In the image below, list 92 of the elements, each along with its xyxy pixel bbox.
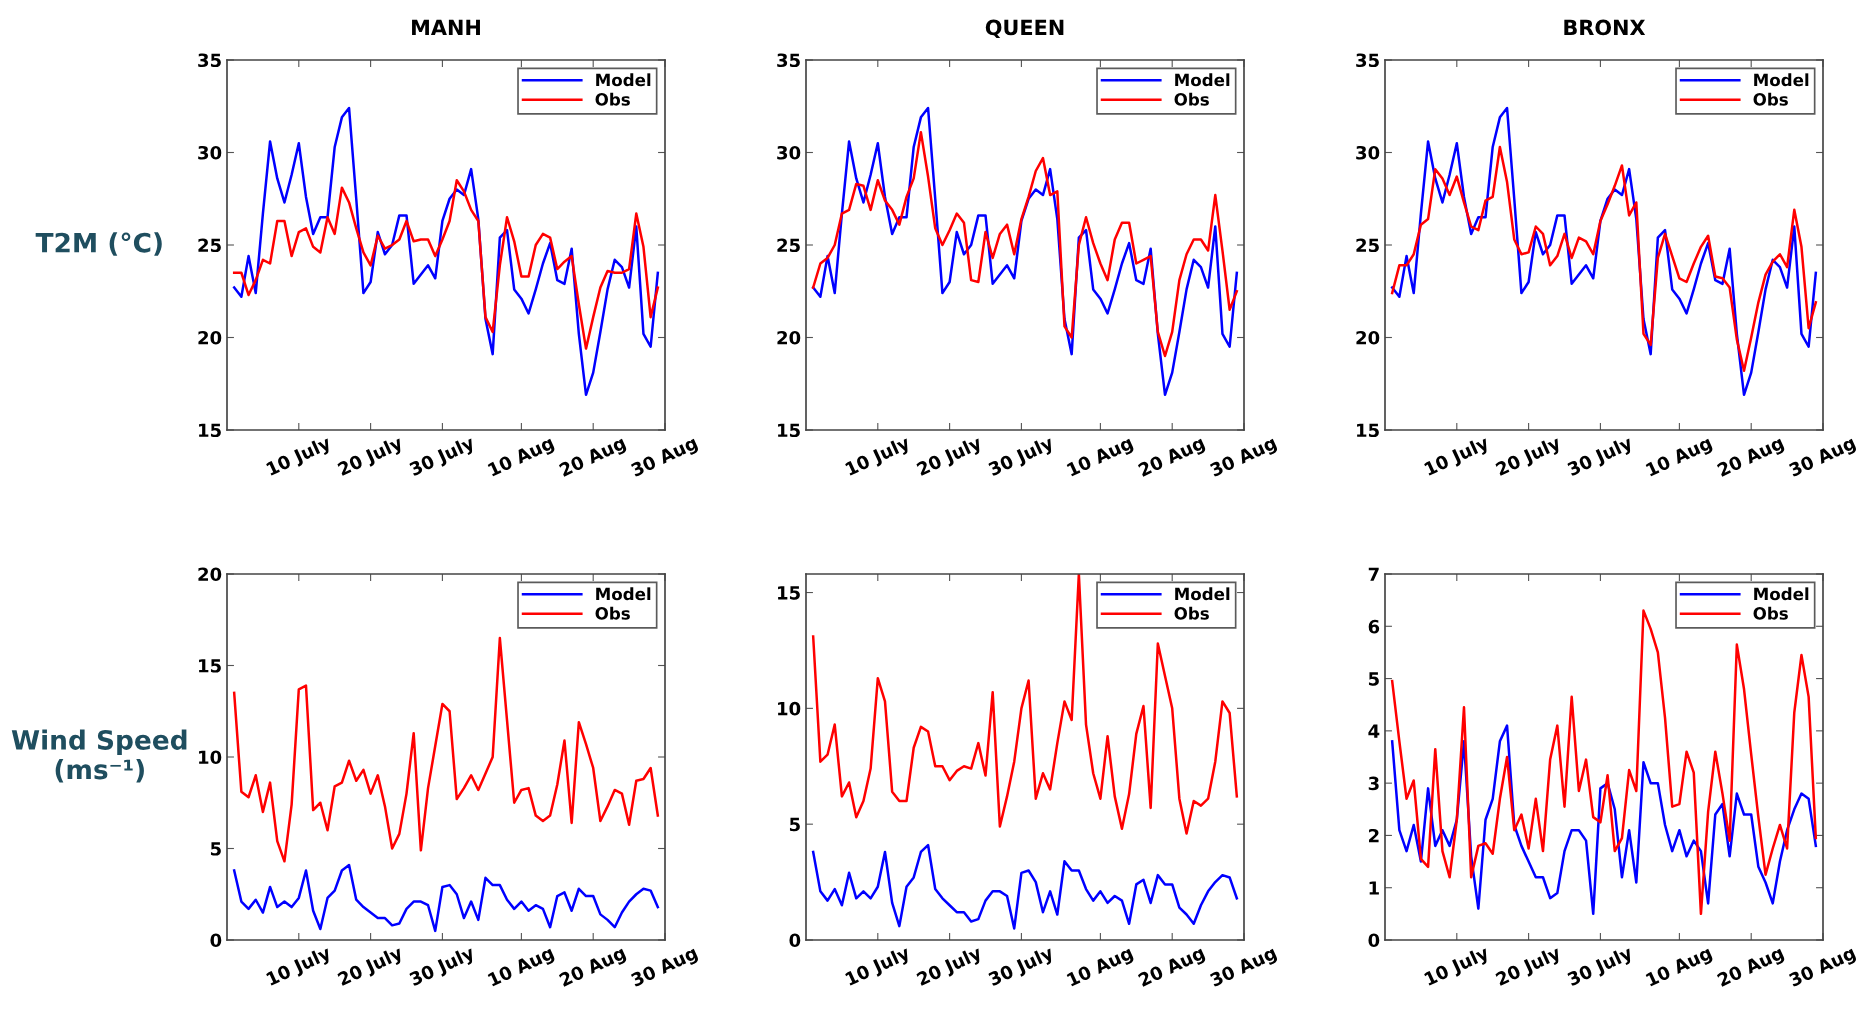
y-tick-label: 30 [1356, 145, 1380, 160]
x-tick-label: 10 July [844, 945, 913, 990]
legend-label: Obs [595, 92, 630, 106]
legend-label: Obs [1174, 606, 1209, 620]
x-tick-label: 20 July [336, 945, 406, 990]
line-series [1390, 145, 1818, 373]
y-tick-label: 25 [198, 238, 221, 253]
x-tick-label: 10 Aug [487, 435, 556, 480]
line-series [811, 130, 1239, 358]
x-tick-label: 20 July [1494, 435, 1564, 480]
x-tick-label: 30 Aug [1788, 435, 1858, 481]
x-tick-label: 30 July [987, 945, 1057, 990]
x-tick-label: 20 Aug [1716, 435, 1786, 481]
x-tick-label: 10 Aug [1066, 435, 1135, 480]
line-series [232, 636, 660, 863]
line-series [232, 179, 660, 350]
legend-label: Obs [1753, 92, 1788, 106]
x-tick-label: 30 July [1566, 945, 1636, 990]
y-tick-label: 5 [1368, 672, 1379, 686]
x-tick-label: 30 Aug [1209, 945, 1279, 991]
x-tick-label: 20 Aug [558, 435, 628, 481]
x-tick-label: 20 July [336, 435, 406, 480]
y-tick-label: 0 [789, 933, 801, 948]
legend-label: Obs [1753, 606, 1788, 620]
y-tick-label: 20 [198, 567, 222, 582]
x-tick-label: 10 Aug [487, 945, 556, 990]
legend-label: Model [1175, 73, 1230, 87]
line-series [811, 843, 1239, 930]
x-tick-label: 20 July [1494, 945, 1564, 990]
legend-label: Model [1175, 587, 1230, 601]
y-tick-label: 35 [777, 53, 800, 68]
chart-title: BRONX [1564, 19, 1646, 36]
x-tick-label: 10 July [265, 945, 334, 990]
x-tick-label: 30 July [408, 945, 478, 990]
x-tick-label: 30 Aug [630, 945, 700, 991]
y-tick-label: 7 [1368, 567, 1379, 581]
y-tick-label: 5 [789, 817, 800, 832]
y-tick-label: 15 [1357, 423, 1379, 438]
legend-label: Obs [595, 606, 630, 620]
legend-label: Obs [1174, 92, 1209, 106]
y-tick-label: 2 [1369, 828, 1379, 843]
legend-label: Model [596, 587, 651, 601]
y-tick-label: 1 [1369, 881, 1379, 895]
legend-label: Model [1754, 73, 1809, 87]
x-tick-label: 30 Aug [1209, 435, 1279, 481]
y-axis-title: Wind Speed (ms⁻¹) [11, 729, 187, 783]
x-tick-label: 30 Aug [1788, 945, 1858, 991]
y-tick-label: 35 [198, 53, 221, 68]
x-tick-label: 20 Aug [558, 945, 628, 991]
legend-label: Model [1754, 587, 1809, 601]
y-tick-label: 25 [777, 238, 800, 253]
chart-title: MANH [412, 19, 480, 35]
x-tick-label: 10 July [844, 435, 913, 480]
y-tick-label: 5 [210, 842, 221, 856]
x-tick-label: 10 July [1423, 435, 1492, 480]
line-series [232, 863, 660, 933]
legend-label: Model [596, 73, 651, 87]
y-tick-label: 3 [1368, 776, 1379, 791]
line-series [811, 574, 1239, 835]
y-tick-label: 15 [778, 423, 800, 438]
x-tick-label: 20 Aug [1137, 945, 1207, 991]
x-tick-label: 10 July [1423, 945, 1492, 990]
x-tick-label: 20 Aug [1716, 945, 1786, 991]
x-tick-label: 10 Aug [1066, 945, 1135, 990]
x-tick-label: 30 July [987, 435, 1057, 480]
y-tick-label: 10 [778, 701, 801, 716]
y-axis-title: T2M (°C) [35, 232, 162, 256]
y-tick-label: 15 [778, 586, 800, 600]
x-tick-label: 30 July [408, 435, 478, 480]
y-tick-label: 20 [777, 330, 801, 345]
y-tick-label: 35 [1356, 53, 1379, 68]
x-tick-label: 20 July [915, 945, 985, 990]
y-tick-label: 20 [198, 330, 222, 345]
chart-title: QUEEN [985, 19, 1064, 39]
x-tick-label: 20 Aug [1137, 435, 1207, 481]
y-tick-label: 15 [199, 423, 221, 438]
x-tick-label: 10 July [265, 435, 334, 480]
y-tick-label: 20 [1356, 330, 1380, 345]
y-tick-label: 15 [199, 659, 221, 673]
y-tick-label: 30 [777, 145, 801, 160]
y-tick-label: 0 [210, 933, 222, 948]
x-tick-label: 10 Aug [1645, 435, 1714, 480]
y-tick-label: 4 [1368, 724, 1380, 738]
x-tick-label: 30 Aug [630, 435, 700, 481]
x-tick-label: 30 July [1566, 435, 1636, 480]
y-tick-label: 10 [199, 750, 222, 765]
y-tick-label: 0 [1368, 933, 1380, 948]
y-tick-label: 25 [1356, 238, 1379, 253]
x-tick-label: 10 Aug [1645, 945, 1714, 990]
x-tick-label: 20 July [915, 435, 985, 480]
y-tick-label: 30 [198, 145, 222, 160]
y-tick-label: 6 [1368, 619, 1380, 634]
